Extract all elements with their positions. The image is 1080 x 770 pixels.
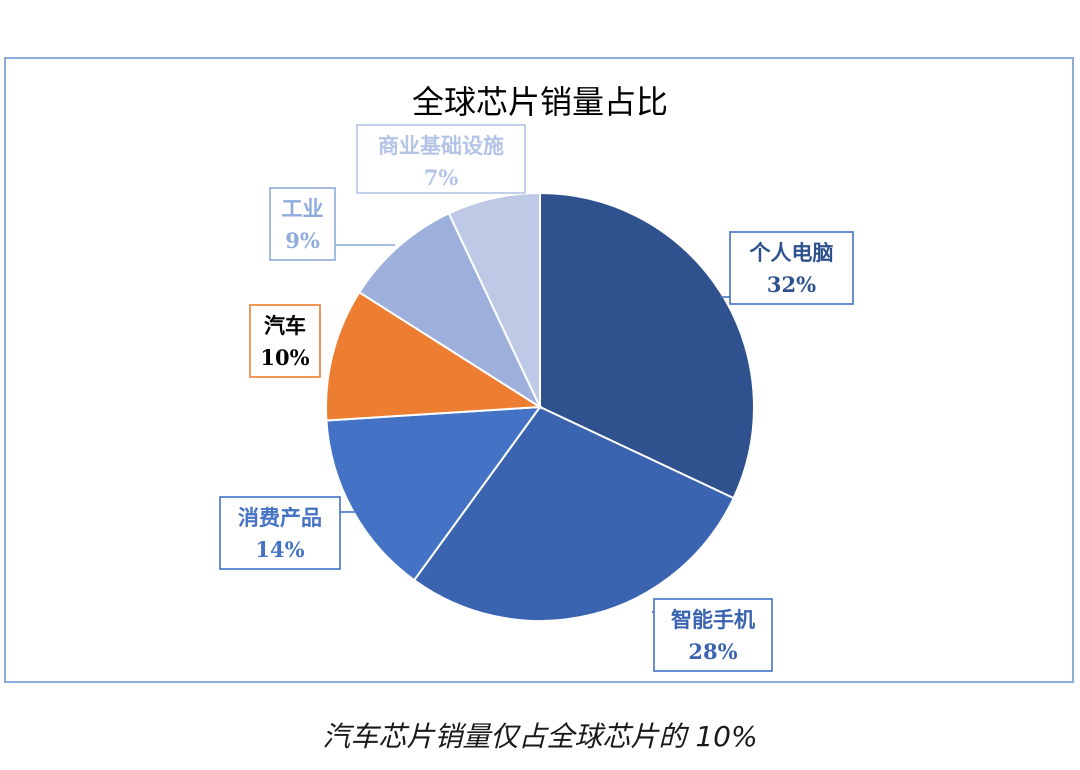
callout-box <box>729 231 854 305</box>
slice-category-label: 汽车 <box>264 313 306 338</box>
callout-box <box>653 598 773 672</box>
pie-slice <box>357 212 543 410</box>
callout-box <box>356 124 526 194</box>
slice-value-label: 7% <box>424 165 459 190</box>
data-label-callout: 汽车 10% <box>249 304 321 378</box>
slice-category-label: 个人电脑 <box>750 240 834 265</box>
slice-value-label: 14% <box>255 537 304 562</box>
slice-category-label: 商业基础设施 <box>378 133 504 158</box>
pie-slice <box>412 405 735 622</box>
data-label-callout: 消费产品 14% <box>219 496 355 570</box>
slice-category-label: 工业 <box>282 196 324 221</box>
callout-box <box>269 187 336 261</box>
slice-category-label: 智能手机 <box>671 607 755 632</box>
figure-caption: 汽车芯片销量仅占全球芯片的 10% <box>322 720 758 753</box>
pie-slice <box>325 290 544 422</box>
slice-value-label: 9% <box>285 228 320 253</box>
pie-slice <box>325 405 543 582</box>
chart-frame <box>4 57 1074 683</box>
slice-category-label: 消费产品 <box>238 505 322 530</box>
slice-value-label: 28% <box>688 639 737 664</box>
pie-slice <box>539 191 755 500</box>
data-label-callout: 工业 9% <box>269 187 395 261</box>
data-label-callout: 智能手机 28% <box>652 598 773 672</box>
pie-chart: 全球芯片销量占比 个人电脑 32% 智能手机 28% 消费产品 14% 汽车 10% 工业 9% 商… <box>219 83 854 672</box>
data-label-callout: 个人电脑 32% <box>720 231 854 305</box>
slice-value-label: 32% <box>767 272 816 297</box>
data-label-callout: 商业基础设施 7% <box>356 124 526 194</box>
slice-value-label: 10% <box>260 345 309 370</box>
callout-box <box>249 304 321 378</box>
pie-slice <box>447 191 541 408</box>
callout-box <box>219 496 341 570</box>
chart-title: 全球芯片销量占比 <box>412 83 668 121</box>
